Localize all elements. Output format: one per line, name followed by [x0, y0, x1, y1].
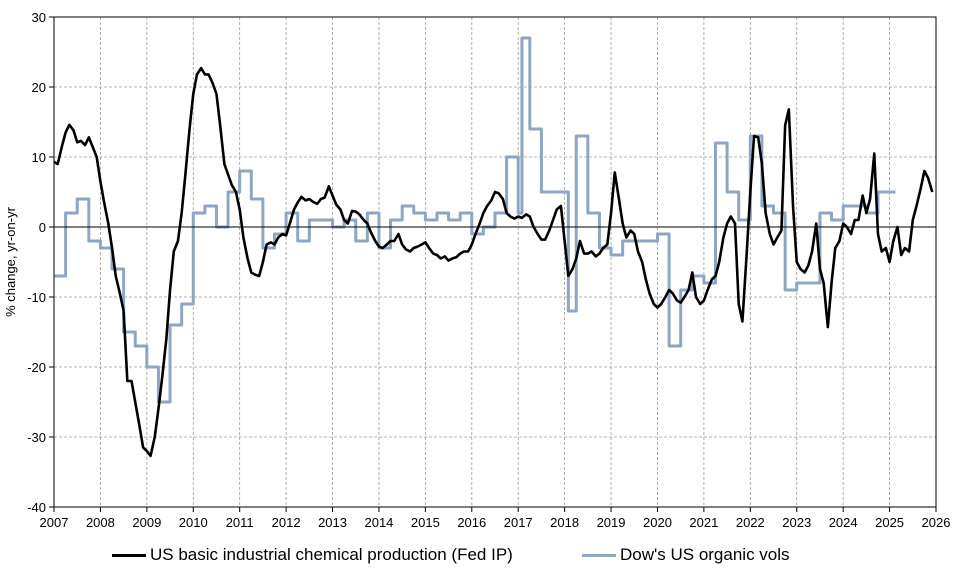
y-tick-label: 10	[32, 150, 46, 165]
x-tick-label: 2023	[782, 515, 811, 530]
plot-frame	[53, 16, 937, 508]
x-tick-label: 2021	[689, 515, 718, 530]
legend-swatch-dow	[582, 553, 616, 557]
x-tick-label: 2017	[504, 515, 533, 530]
x-tick-label: 2011	[226, 515, 254, 530]
x-tick-label: 2016	[457, 515, 486, 530]
x-tick-label: 2015	[411, 515, 440, 530]
x-tick-label: 2018	[550, 515, 579, 530]
legend-label-fed-ip: US basic industrial chemical production …	[150, 545, 513, 564]
legend-item-fed-ip: US basic industrial chemical production …	[112, 545, 513, 565]
legend-label-dow: Dow's US organic vols	[620, 545, 790, 564]
legend: US basic industrial chemical production …	[0, 545, 957, 575]
y-tick-label: -30	[27, 430, 46, 445]
y-tick-label: 20	[32, 80, 46, 95]
legend-swatch-fed-ip	[112, 553, 146, 557]
x-tick-label: 2014	[364, 515, 393, 530]
x-tick-label: 2010	[179, 515, 208, 530]
x-tick-label: 2025	[875, 515, 904, 530]
x-tick-label: 2026	[922, 515, 951, 530]
series-line-fed-ip	[53, 66, 934, 458]
grid	[54, 17, 936, 507]
series-layer	[53, 36, 934, 458]
x-tick-label: 2022	[736, 515, 765, 530]
x-tick-label: 2024	[829, 515, 858, 530]
x-tick-label: 2020	[643, 515, 672, 530]
y-tick-label: -20	[27, 360, 46, 375]
series-line-dow	[54, 36, 896, 404]
x-tick-label: 2009	[132, 515, 161, 530]
y-axis-ticks: -40 -30 -20 -10 0 10 20 30	[27, 10, 54, 515]
y-tick-label: -40	[27, 500, 46, 515]
x-tick-label: 2008	[86, 515, 115, 530]
x-tick-label: 2013	[318, 515, 347, 530]
line-chart: -40 -30 -20 -10 0 10 20 30 2007 2008 2009 2010 2011…	[3, 10, 951, 530]
legend-item-dow: Dow's US organic vols	[582, 545, 790, 565]
y-tick-label: 30	[32, 10, 46, 25]
x-tick-label: 2012	[272, 515, 301, 530]
y-axis-label: % change, yr-on-yr	[3, 206, 18, 316]
y-tick-label: -10	[27, 290, 46, 305]
x-axis-ticks: 2007 2008 2009 2010 2011 2012 2013 2014 2015 2016…	[40, 507, 951, 530]
y-tick-label: 0	[39, 220, 46, 235]
x-tick-label: 2019	[597, 515, 626, 530]
x-tick-label: 2007	[40, 515, 69, 530]
